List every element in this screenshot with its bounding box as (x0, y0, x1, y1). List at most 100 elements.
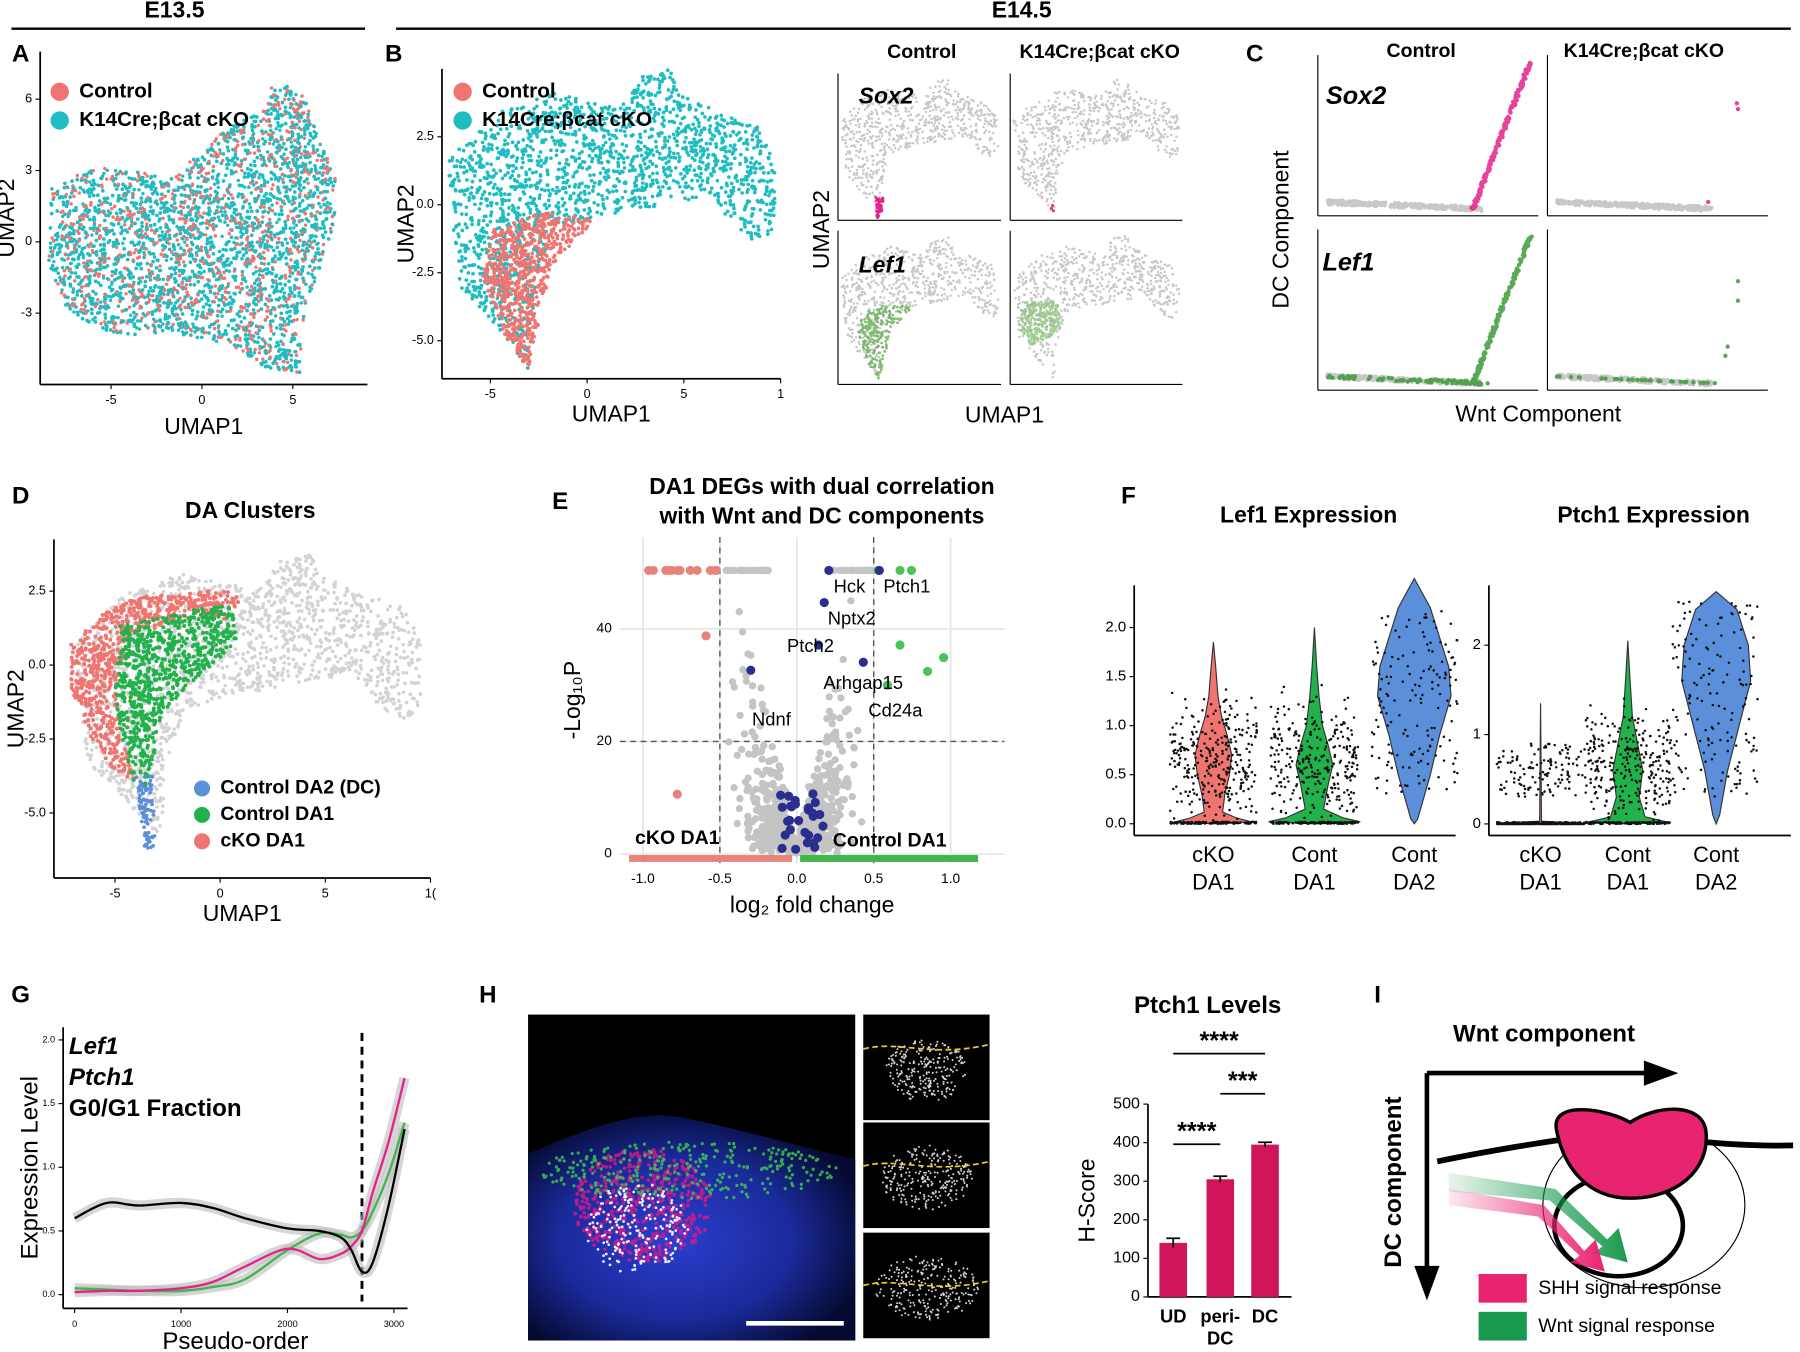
x-axis-label: Pseudo-order (162, 1328, 308, 1352)
y-tick-label: 2 (1473, 636, 1481, 653)
panel-letter: A (12, 40, 29, 67)
cell-cloud (47, 84, 337, 375)
axis-title: DC component (1380, 1096, 1407, 1267)
expression-cloud (841, 79, 1000, 212)
y-tick-label: 2.5 (28, 583, 46, 597)
arrowhead (1414, 1265, 1440, 1301)
legend-label: Wnt signal response (1538, 1315, 1715, 1337)
y-tick-label: -2.5 (24, 731, 46, 745)
x-tick-label: 5 (289, 393, 296, 407)
legend-label: K14Cre;βcat cKO (79, 108, 249, 131)
group-label: Control DA1 (833, 829, 947, 851)
panel-letter: H (479, 982, 496, 1009)
gene-label: Ndnf (752, 709, 792, 730)
y-tick-label: 0.0 (42, 1289, 55, 1299)
y-tick-label: 0 (25, 234, 32, 248)
x-tick-label: -5 (105, 393, 116, 407)
x-axis-label: UMAP1 (203, 900, 282, 926)
arrowhead (1643, 1060, 1679, 1086)
cluster-cloud (69, 589, 241, 781)
panel-letter: I (1374, 982, 1381, 1009)
signal-speckle (573, 1148, 713, 1263)
x-tick-label: 5 (680, 387, 687, 401)
y-tick-label: 1.0 (42, 1162, 55, 1172)
cluster-cloud (134, 774, 157, 850)
x-tick-label: -1.0 (631, 871, 655, 886)
bar (1159, 1242, 1187, 1297)
line (74, 1128, 406, 1274)
panel-letter: E (552, 488, 568, 515)
legend-label: Control (482, 79, 555, 102)
gene-label: Ptch1 (883, 575, 930, 596)
y-tick-label: 0 (1473, 815, 1481, 832)
legend-label: Control DA2 (DC) (220, 777, 380, 799)
x-tick-label: 1( (425, 886, 437, 900)
x-tick-label: 0 (584, 387, 591, 401)
y-tick-label: 0 (1131, 1287, 1140, 1305)
signal-speckle (585, 1183, 690, 1273)
y-tick-label: 0.0 (28, 657, 46, 671)
bar (1251, 1144, 1279, 1297)
header: E13.5 (145, 0, 205, 23)
x-tick-label: 0 (217, 886, 224, 900)
stain-label: DAPI (540, 1106, 595, 1132)
x-tick-label: 0 (198, 393, 205, 407)
legend-swatch (50, 111, 69, 130)
jitter-points (1269, 683, 1360, 825)
legend-label: G0/G1 Fraction (69, 1095, 242, 1122)
violin (1681, 590, 1752, 826)
inset-speckle (881, 1144, 973, 1211)
y-axis-label: H-Score (1073, 1158, 1099, 1242)
x-axis-label: UMAP1 (572, 401, 651, 427)
y-tick-label: -5.0 (24, 805, 46, 819)
legend-swatch (453, 82, 472, 101)
y-tick-label: 3 (25, 163, 32, 177)
x-tick-label: UD (1160, 1305, 1187, 1326)
jitter-points (1671, 600, 1759, 798)
legend-swatch (194, 806, 211, 823)
y-tick-label: 0.0 (416, 197, 434, 211)
x-tick-label: -0.5 (708, 871, 732, 886)
cell-cloud (47, 86, 337, 374)
gene-points (722, 566, 876, 858)
x-tick-label: 1 (777, 387, 784, 401)
jitter-points (1370, 609, 1459, 795)
y-tick-label: 400 (1113, 1133, 1140, 1151)
jitter-points (1495, 742, 1586, 826)
cell-cloud (48, 88, 335, 370)
column-title: K14Cre;βcat cKO (1020, 41, 1180, 63)
y-axis-label: -Log₁₀P (559, 661, 585, 739)
component-cloud (1325, 197, 1484, 214)
y-axis-label: UMAP2 (393, 184, 419, 263)
group-bar (800, 855, 979, 862)
cluster-cloud (75, 553, 423, 834)
column-title: K14Cre;βcat cKO (1564, 40, 1724, 62)
gene-points (746, 565, 884, 854)
chart-title: DA1 DEGs with dual correlation (649, 473, 994, 499)
inset-speckle (885, 1039, 967, 1101)
x-tick-label: 0.5 (864, 871, 883, 886)
y-axis-label: Expression Level (16, 1076, 43, 1259)
boundary (863, 1160, 990, 1168)
significance-label: *** (1228, 1067, 1258, 1095)
column-title: Control (887, 41, 956, 63)
panel-letter: D (12, 482, 29, 509)
y-tick-label: 0 (604, 846, 612, 861)
legend-label: Control DA1 (220, 803, 334, 825)
stain-label: Ptch1 (540, 1018, 602, 1044)
cell-cloud (481, 211, 592, 367)
legend-label: cKO DA1 (220, 829, 305, 851)
component-cloud (1554, 279, 1741, 386)
chart-title: Lef1 Expression (1220, 502, 1397, 528)
component-cloud (1555, 198, 1714, 213)
legend-label: SHH signal response (1538, 1277, 1721, 1299)
panel-letter: G (11, 982, 30, 1009)
confidence-band (72, 1128, 410, 1278)
chart-title: with Wnt and DC components (658, 503, 984, 529)
expression-cloud (857, 304, 911, 380)
chart-title: Ptch1 Expression (1557, 502, 1750, 528)
y-tick-label: 0.0 (1105, 815, 1126, 832)
y-tick-label: 2.5 (416, 129, 434, 143)
y-tick-label: 0.5 (42, 1225, 55, 1235)
